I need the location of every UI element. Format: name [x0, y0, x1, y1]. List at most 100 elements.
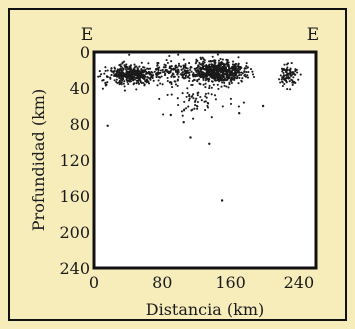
data-point: [140, 61, 143, 64]
data-point: [196, 94, 199, 97]
data-point: [176, 66, 179, 69]
data-point: [101, 79, 104, 82]
data-point: [296, 71, 299, 74]
data-point: [241, 77, 244, 80]
data-point: [240, 71, 243, 74]
data-point: [238, 76, 241, 79]
data-point: [164, 72, 167, 75]
data-point: [104, 69, 107, 72]
data-point: [218, 73, 221, 76]
data-point: [196, 107, 199, 110]
data-point: [122, 60, 126, 63]
data-point: [211, 68, 214, 71]
data-point: [213, 94, 217, 97]
data-point: [177, 53, 180, 56]
data-point: [231, 63, 234, 66]
data-point: [106, 81, 109, 84]
data-point: [132, 75, 135, 78]
data-point: [174, 66, 177, 69]
data-point: [146, 79, 149, 82]
data-point: [204, 64, 207, 68]
data-point: [106, 69, 109, 72]
data-point: [166, 61, 169, 64]
data-point: [145, 81, 148, 84]
data-point: [101, 87, 104, 90]
data-point: [148, 77, 151, 80]
data-point: [200, 99, 203, 102]
data-point: [221, 81, 224, 84]
data-point: [213, 59, 216, 62]
data-point: [240, 73, 243, 77]
data-point: [285, 81, 288, 84]
data-point: [99, 75, 102, 78]
data-point: [235, 62, 238, 66]
data-point: [161, 71, 165, 74]
data-point: [216, 66, 219, 69]
data-point: [295, 68, 298, 71]
data-point: [169, 71, 172, 74]
data-point: [189, 68, 192, 71]
data-point: [118, 75, 121, 78]
data-point: [231, 76, 234, 80]
data-point: [244, 67, 247, 70]
plot-border: [92, 50, 318, 270]
data-point: [170, 83, 173, 86]
data-point: [222, 68, 225, 71]
data-point: [170, 65, 173, 68]
data-point: [177, 62, 181, 65]
data-point: [192, 97, 195, 100]
data-point: [219, 57, 222, 60]
data-point: [246, 66, 249, 69]
data-point: [118, 80, 122, 83]
data-point: [201, 66, 204, 69]
data-point: [173, 80, 176, 83]
data-point: [240, 79, 243, 82]
data-point: [163, 63, 166, 66]
data-point: [208, 66, 211, 69]
data-point: [251, 70, 254, 73]
data-point: [210, 86, 213, 89]
data-point: [284, 69, 287, 72]
data-point: [246, 74, 249, 77]
data-point: [161, 68, 164, 71]
data-point: [127, 71, 130, 74]
data-point: [289, 67, 292, 70]
data-point: [136, 67, 139, 70]
data-point: [217, 59, 221, 62]
data-point: [187, 99, 191, 102]
data-point: [129, 64, 133, 67]
data-point: [159, 82, 162, 85]
data-point: [180, 68, 183, 71]
data-point: [224, 69, 227, 72]
data-point: [168, 67, 171, 70]
data-point: [121, 62, 124, 65]
data-point: [213, 75, 216, 78]
data-point: [282, 71, 285, 75]
data-point: [214, 79, 217, 82]
data-point: [177, 64, 180, 67]
data-point: [289, 71, 292, 74]
data-point: [203, 61, 206, 64]
data-point: [157, 79, 160, 82]
data-point: [207, 72, 210, 75]
data-point: [174, 70, 178, 73]
data-point: [283, 82, 286, 86]
data-point: [181, 74, 184, 77]
data-point: [182, 121, 185, 124]
data-point: [186, 76, 189, 79]
annotation-e-right: E: [307, 25, 319, 45]
data-point: [168, 81, 171, 84]
data-point: [119, 69, 122, 72]
data-point: [170, 75, 173, 78]
data-point: [227, 86, 230, 89]
data-point: [187, 105, 190, 108]
data-point: [100, 73, 103, 76]
data-point: [124, 66, 128, 69]
data-point: [190, 70, 193, 73]
data-point: [207, 68, 210, 71]
data-point: [291, 71, 294, 74]
y-axis-label: Profundidad (km): [29, 89, 48, 231]
data-point: [285, 73, 288, 76]
data-point: [118, 83, 121, 86]
data-point: [183, 100, 186, 103]
